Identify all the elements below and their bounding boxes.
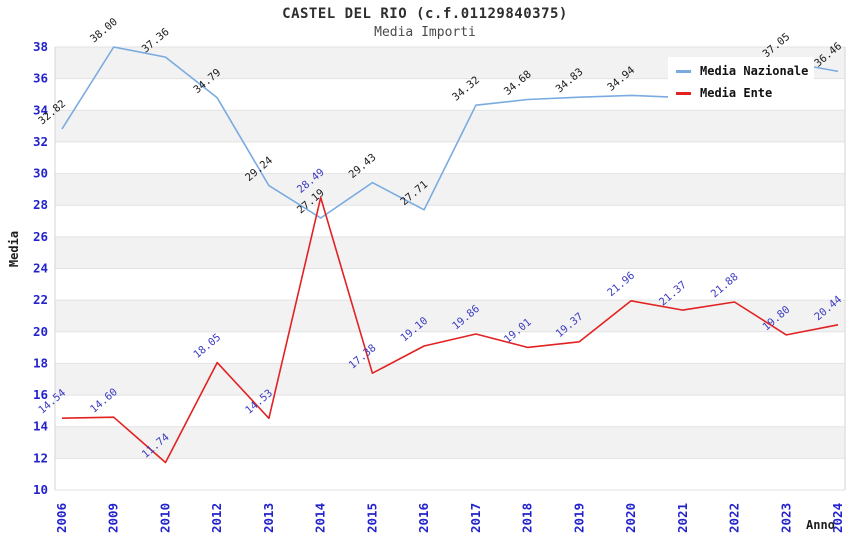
point-label: 21.96 bbox=[605, 270, 637, 300]
x-tick-label: 2014 bbox=[313, 503, 328, 533]
chart-subtitle: Media Importi bbox=[374, 25, 476, 40]
y-tick-label: 20 bbox=[33, 324, 48, 339]
legend-label-media-nazionale: Media Nazionale bbox=[700, 64, 809, 78]
legend: Media Nazionale Media Ente bbox=[668, 57, 814, 107]
x-tick-label: 2020 bbox=[623, 503, 638, 533]
media-ente-line-swatch bbox=[676, 91, 691, 95]
plot-band bbox=[55, 173, 845, 206]
y-tick-label: 30 bbox=[33, 166, 48, 181]
x-tick-label: 2019 bbox=[571, 503, 586, 533]
y-tick-label: 26 bbox=[33, 229, 48, 244]
plot-band bbox=[55, 363, 845, 396]
chart-title: CASTEL DEL RIO (c.f.01129840375) bbox=[282, 6, 568, 22]
x-tick-label: 2009 bbox=[106, 503, 121, 533]
x-tick-label: 2018 bbox=[520, 503, 535, 533]
point-label: 21.88 bbox=[709, 271, 741, 301]
x-tick-label: 2016 bbox=[416, 503, 431, 533]
point-label: 18.05 bbox=[191, 331, 223, 361]
y-tick-label: 22 bbox=[33, 292, 48, 307]
series-line-media-ente bbox=[61, 196, 839, 464]
x-tick-label: 2006 bbox=[54, 503, 69, 533]
x-tick-label: 2013 bbox=[261, 503, 276, 533]
y-tick-label: 14 bbox=[33, 419, 48, 434]
legend-label-media-ente: Media Ente bbox=[700, 86, 773, 100]
plot-band bbox=[55, 110, 845, 142]
y-tick-label: 18 bbox=[33, 355, 48, 370]
plot-band bbox=[55, 300, 845, 332]
y-tick-label: 16 bbox=[33, 387, 48, 402]
legend-item-media-ente: Media Ente bbox=[676, 86, 806, 100]
y-tick-label: 32 bbox=[33, 134, 48, 149]
x-axis-title: Anno bbox=[806, 518, 835, 532]
x-tick-label: 2024 bbox=[830, 503, 845, 533]
y-tick-label: 28 bbox=[33, 197, 48, 212]
x-tick-label: 2015 bbox=[364, 503, 379, 533]
y-tick-label: 24 bbox=[33, 261, 48, 276]
x-tick-label: 2017 bbox=[468, 503, 483, 533]
y-tick-label: 38 bbox=[33, 39, 48, 54]
y-axis-title: Media bbox=[7, 230, 21, 268]
legend-item-media-nazionale: Media Nazionale bbox=[676, 64, 809, 78]
plot-band bbox=[55, 236, 845, 269]
x-tick-label: 2023 bbox=[778, 503, 793, 533]
media-nazionale-line-swatch bbox=[676, 69, 691, 73]
x-tick-label: 2012 bbox=[209, 503, 224, 533]
x-tick-label: 2010 bbox=[157, 503, 172, 533]
x-tick-label: 2021 bbox=[675, 503, 690, 533]
y-tick-label: 12 bbox=[33, 450, 48, 465]
plot-band bbox=[55, 426, 845, 459]
x-tick-label: 2022 bbox=[727, 503, 742, 533]
y-tick-label: 36 bbox=[33, 71, 48, 86]
y-tick-label: 34 bbox=[33, 102, 48, 117]
y-tick-label: 10 bbox=[33, 482, 48, 497]
